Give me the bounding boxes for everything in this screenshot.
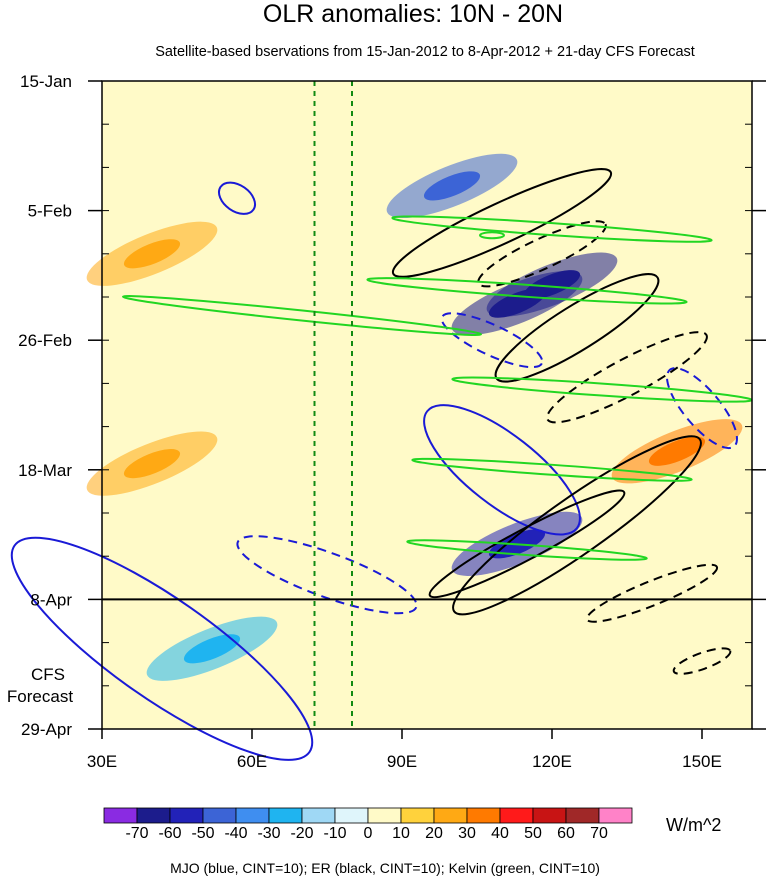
colorbar-swatch — [565, 807, 600, 824]
colorbar-swatch — [301, 807, 336, 824]
er-contour — [585, 563, 719, 623]
colorbar-swatch — [367, 807, 402, 824]
er-contour — [546, 331, 708, 424]
forecast-label-line2: Forecast — [7, 687, 73, 706]
colorbar-label: 70 — [590, 825, 608, 842]
y-tick-label: 15-Jan — [20, 72, 72, 91]
colorbar-swatch — [202, 807, 237, 824]
colorbar-swatch — [499, 807, 534, 824]
y-tick-label: 8-Apr — [30, 590, 72, 609]
er-contour — [477, 220, 607, 288]
colorbar-label: 10 — [392, 825, 410, 842]
plot-area — [10, 80, 753, 761]
kelvin-contour — [406, 539, 648, 561]
kelvin-contour — [366, 277, 688, 305]
colorbar-swatch — [169, 807, 204, 824]
mjo-contour — [423, 404, 581, 536]
colorbar-swatch — [532, 807, 567, 824]
colorbar-swatch — [400, 807, 435, 824]
y-tick-label: 5-Feb — [28, 202, 72, 221]
contour-legend-footer: MJO (blue, CINT=10); ER (black, CINT=10)… — [170, 860, 600, 876]
anomaly-core — [488, 288, 546, 318]
colorbar-label: 20 — [425, 825, 443, 842]
x-tick-label: 30E — [87, 752, 117, 771]
mjo-contour — [666, 367, 738, 450]
x-tick-label: 120E — [532, 752, 572, 771]
colorbar-swatch — [235, 807, 270, 824]
kelvin-contour — [391, 215, 713, 243]
kelvin-contour — [411, 457, 693, 482]
colorbar-label: -60 — [158, 825, 181, 842]
er-contour — [391, 168, 613, 278]
kelvin-contour — [121, 295, 483, 336]
colorbar-label: 30 — [458, 825, 476, 842]
colorbar-label: 40 — [491, 825, 509, 842]
colorbar-label: 60 — [557, 825, 575, 842]
er-contour — [452, 435, 702, 616]
colorbar-label: -40 — [224, 825, 247, 842]
colorbar-label: 0 — [364, 825, 373, 842]
mjo-contour — [217, 181, 257, 215]
mjo-contour — [440, 312, 544, 369]
colorbar-units: W/m^2 — [666, 815, 721, 835]
anomaly-core — [123, 449, 181, 479]
colorbar-swatch — [103, 807, 138, 824]
mjo-contour — [10, 536, 314, 761]
colorbar-label: -50 — [191, 825, 214, 842]
colorbar-label: -30 — [257, 825, 280, 842]
colorbar-swatch — [334, 807, 369, 824]
colorbar-label: 50 — [524, 825, 542, 842]
plot-frame — [101, 80, 753, 730]
anomaly-core — [183, 634, 241, 664]
colorbar-label: -10 — [323, 825, 346, 842]
y-tick-label: 18-Mar — [18, 461, 72, 480]
chart-subtitle: Satellite-based bservations from 15-Jan-… — [155, 44, 695, 60]
forecast-label-line1: CFS — [31, 665, 65, 684]
er-contour — [428, 489, 626, 599]
colorbar-swatch — [598, 807, 633, 824]
anomaly-core — [423, 171, 481, 201]
kelvin-contour — [479, 231, 505, 240]
er-contour — [672, 647, 732, 675]
x-tick-label: 150E — [682, 752, 722, 771]
colorbar-swatch — [466, 807, 501, 824]
mjo-contour — [236, 535, 418, 615]
colorbar-swatch — [268, 807, 303, 824]
x-tick-label: 90E — [387, 752, 417, 771]
y-tick-label: 26-Feb — [18, 331, 72, 350]
x-tick-label: 60E — [237, 752, 267, 771]
anomaly-core — [123, 239, 181, 269]
colorbar-swatch — [433, 807, 468, 824]
colorbar-label: -20 — [290, 825, 313, 842]
anomaly-core — [648, 436, 706, 466]
chart-title: OLR anomalies: 10N - 20N — [263, 0, 563, 28]
colorbar-swatch — [136, 807, 171, 824]
y-tick-label: 29-Apr — [21, 720, 72, 739]
colorbar-label: -70 — [125, 825, 148, 842]
